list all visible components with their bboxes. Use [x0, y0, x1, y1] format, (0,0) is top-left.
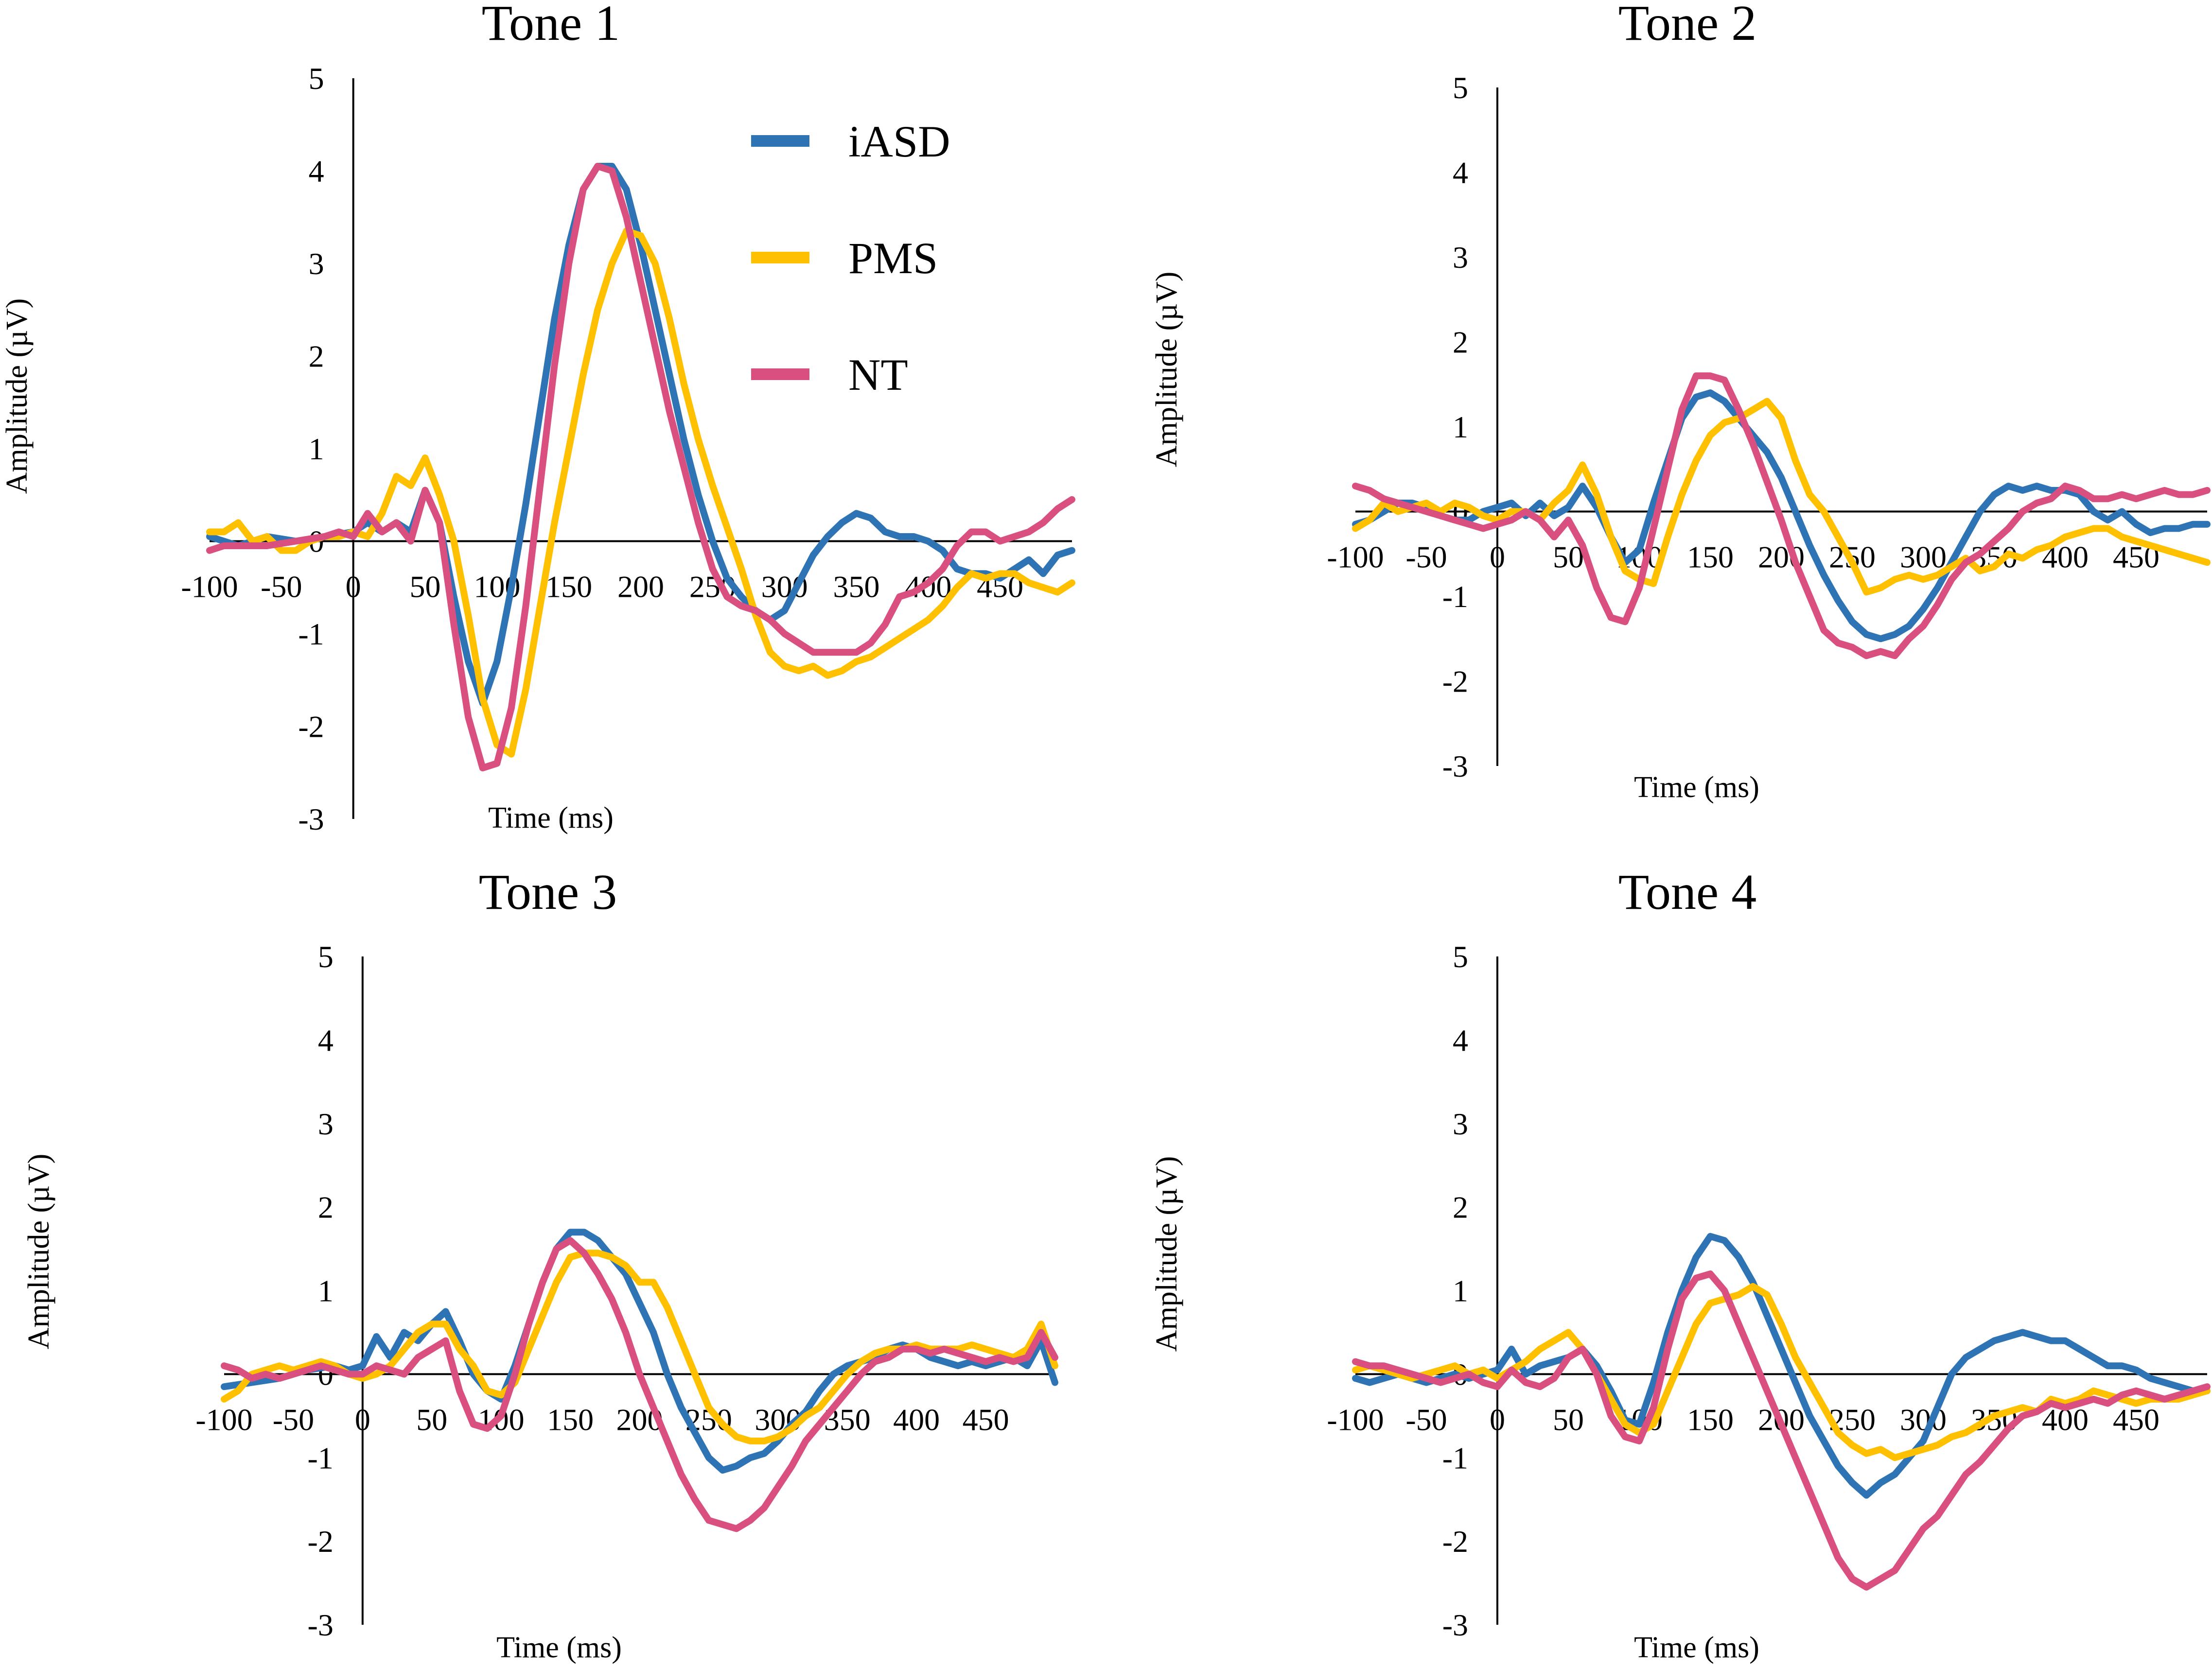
tone-1-x-tick-label: -50	[261, 570, 302, 604]
tone-3-y-tick-label: -3	[308, 1608, 334, 1642]
tone-2-y-tick-label: -2	[1442, 664, 1468, 699]
tone-3-y-tick-label: -2	[308, 1524, 334, 1559]
tone-3-x-tick-label: 450	[963, 1402, 1009, 1437]
tone-3-y-tick-label: -1	[308, 1441, 334, 1475]
tone-3-y-tick-label: 5	[318, 939, 334, 974]
legend-label-iasd: iASD	[848, 117, 950, 166]
tone-4-y-tick-label: -1	[1442, 1441, 1468, 1475]
tone-4-y-tick-label: 2	[1453, 1190, 1468, 1225]
tone-4-y-tick-label: -3	[1442, 1608, 1468, 1642]
tone-2-panel: Tone 2 Time (ms) Amplitude (µV) -100 -50 0…	[1150, 0, 2211, 804]
tone-3-x-tick-label: 400	[893, 1402, 940, 1437]
tone-3-x-tick-label: -100	[195, 1402, 252, 1437]
tone-2-y-axis-label: Amplitude (µV)	[1150, 272, 1183, 468]
tone-2-title: Tone 2	[1618, 0, 1756, 51]
tone-3-series-pms	[221, 1250, 1058, 1444]
tone-4-y-tick-label: 3	[1453, 1107, 1468, 1141]
tone-3-x-tick-label: -50	[273, 1402, 314, 1437]
tone-4-x-axis-label: Time (ms)	[1634, 1631, 1759, 1664]
tone-1-y-axis-label: Amplitude (µV)	[0, 298, 34, 494]
tone-2-y-tick-label: 2	[1453, 325, 1468, 360]
tone-3-series-nt	[221, 1237, 1058, 1532]
legend: iASD PMS NT	[751, 117, 950, 400]
tone-3-y-tick-label: 2	[318, 1190, 334, 1225]
tone-2-x-tick-label: -100	[1327, 540, 1384, 574]
tone-1-y-tick-label: 3	[309, 246, 324, 281]
tone-4-y-tick-label: 5	[1453, 939, 1468, 974]
legend-label-pms: PMS	[848, 233, 938, 283]
tone-3-y-tick-label: 3	[318, 1107, 334, 1141]
tone-3-title: Tone 3	[479, 864, 617, 920]
tone-3-x-tick-label: 50	[416, 1402, 447, 1437]
tone-1-x-tick-label: -100	[181, 570, 238, 604]
tone-2-series-pms	[1352, 398, 2211, 596]
tone-3-y-tick-label: 4	[318, 1023, 334, 1058]
tone-4-y-tick-label: 1	[1453, 1274, 1468, 1308]
tone-1-y-tick-label: -1	[298, 617, 324, 651]
tone-1-x-axis-label: Time (ms)	[488, 801, 614, 834]
tone-2-y-tick-label: -1	[1442, 579, 1468, 614]
tone-1-y-tick-label: 1	[309, 432, 324, 466]
tone-4-x-tick-label: 50	[1553, 1402, 1584, 1437]
tone-4-x-tick-label: -100	[1327, 1402, 1384, 1437]
tone-3-y-axis-label: Amplitude (µV)	[22, 1154, 55, 1350]
tone-2-x-tick-label: 300	[1900, 540, 1947, 574]
tone-4-x-tick-label: -50	[1405, 1402, 1447, 1437]
tone-2-x-tick-label: -50	[1405, 540, 1447, 574]
tone-1-y-tick-label: -2	[298, 710, 324, 744]
tone-2-y-tick-label: -3	[1442, 749, 1468, 783]
tone-4-panel: Tone 4 Time (ms) Amplitude (µV) -100 -50 0…	[1150, 864, 2211, 1664]
tone-1-x-tick-label: 50	[410, 570, 441, 604]
tone-1-x-tick-label: 200	[617, 570, 664, 604]
tone-1-y-tick-label: -3	[298, 802, 324, 836]
tone-1-panel: Tone 1 Time (ms) Amplitude (µV) -100 -50 0…	[0, 0, 1075, 836]
tone-4-x-tick-label: 450	[2113, 1402, 2159, 1437]
tone-2-series-nt	[1352, 372, 2211, 660]
tone-3-x-axis-label: Time (ms)	[496, 1631, 622, 1664]
tone-2-y-tick-label: 1	[1453, 410, 1468, 444]
tone-3-y-tick-label: 1	[318, 1274, 334, 1308]
tone-4-series-iasd	[1352, 1233, 2211, 1499]
tone-4-series-pms	[1352, 1283, 2211, 1461]
tone-4-y-axis-label: Amplitude (µV)	[1150, 1156, 1183, 1352]
tone-2-y-tick-label: 4	[1453, 156, 1468, 190]
tone-3-x-tick-label: 150	[547, 1402, 594, 1437]
tone-4-y-tick-label: 4	[1453, 1023, 1468, 1058]
tone-2-y-tick-label: 5	[1453, 70, 1468, 105]
tone-2-x-tick-label: 150	[1687, 540, 1734, 574]
tone-4-title: Tone 4	[1618, 864, 1756, 920]
tone-3-panel: Tone 3 Time (ms) Amplitude (µV) -100 -50 0…	[22, 864, 1058, 1664]
tone-2-x-tick-label: 0	[1490, 540, 1505, 574]
tone-1-x-tick-label: 350	[833, 570, 880, 604]
tone-4-x-tick-label: 0	[1490, 1402, 1505, 1437]
tone-2-x-axis-label: Time (ms)	[1634, 771, 1759, 804]
tone-1-x-tick-label: 150	[545, 570, 592, 604]
legend-label-nt: NT	[848, 350, 908, 400]
tone-3-x-tick-label: 0	[355, 1402, 370, 1437]
tone-4-x-tick-label: 150	[1687, 1402, 1734, 1437]
tone-1-y-tick-label: 2	[309, 339, 324, 374]
tone-1-series-nt	[206, 163, 1075, 772]
tone-1-title: Tone 1	[482, 0, 620, 51]
tone-1-y-tick-label: 5	[309, 61, 324, 96]
tone-1-y-tick-label: 4	[309, 154, 324, 189]
tone-4-series-nt	[1352, 1270, 2211, 1591]
tone-4-y-tick-label: -2	[1442, 1524, 1468, 1559]
tone-1-x-tick-label: 0	[346, 570, 361, 604]
tone-2-y-tick-label: 3	[1453, 240, 1468, 275]
